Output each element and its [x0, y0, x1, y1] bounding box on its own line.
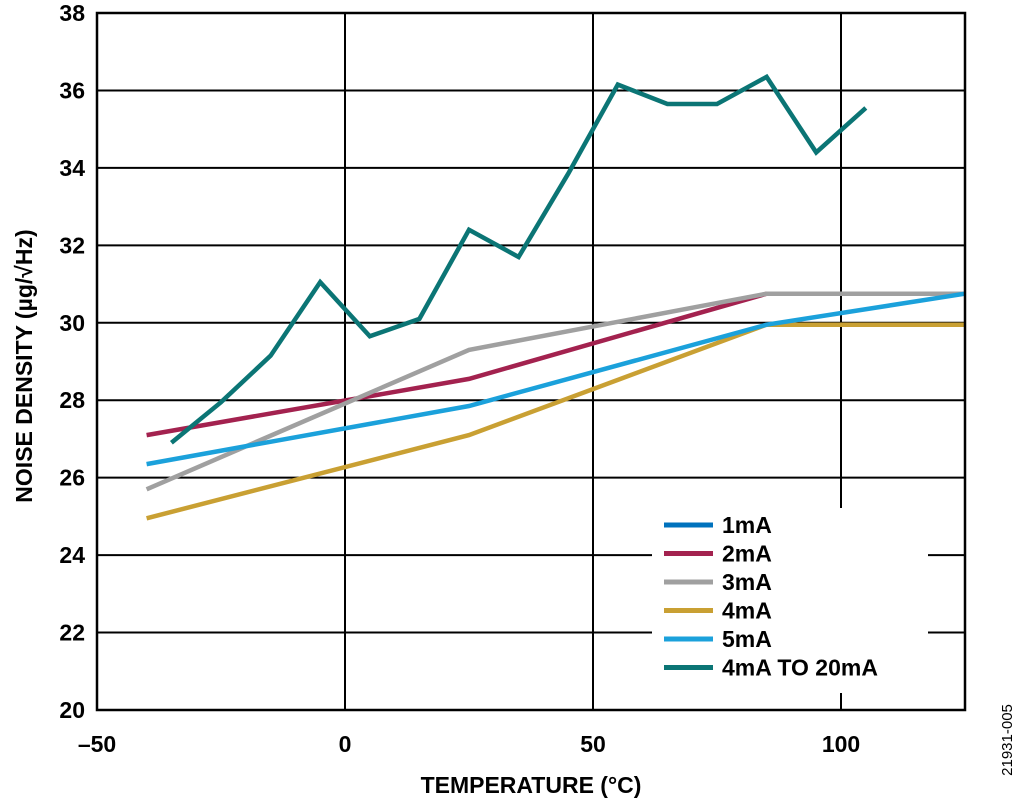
legend-label-3ma: 3mA: [722, 569, 772, 595]
y-tick-label: 28: [59, 387, 85, 413]
y-tick-label: 36: [59, 77, 85, 103]
plot-frame: [95, 11, 967, 712]
y-tick-label: 34: [59, 155, 85, 181]
legend-background: [652, 508, 928, 693]
legend-label-2ma: 2mA: [722, 541, 772, 567]
x-tick-label: 0: [339, 731, 352, 757]
series-line-4ma: [146, 322, 965, 521]
y-axis-title: NOISE DENSITY (µg/√Hz): [11, 229, 37, 502]
figure-id: 21931-005: [999, 704, 1016, 776]
y-tick-label: 38: [59, 0, 85, 26]
x-tick-labels: –50 0 50 100: [78, 731, 860, 757]
legend-label-1ma: 1mA: [722, 512, 772, 538]
y-tick-label: 30: [59, 310, 85, 336]
y-tick-label: 32: [59, 232, 85, 258]
legend-label-4ma-to-20ma: 4mA TO 20mA: [722, 655, 878, 681]
x-axis-title: TEMPERATURE (°C): [421, 772, 642, 798]
legend-label-5ma: 5mA: [722, 626, 772, 652]
legend-label-4ma: 4mA: [722, 598, 772, 624]
y-tick-label: 26: [59, 465, 85, 491]
series-line-5ma: [146, 291, 966, 467]
series-lines: [145, 73, 966, 521]
x-tick-label: 100: [822, 731, 860, 757]
series-line-4ma-to-20ma: [169, 73, 868, 445]
x-tick-label: –50: [78, 731, 116, 757]
y-tick-labels: 20 22 24 26 28 30 32 34 36 38: [59, 0, 85, 723]
y-tick-label: 24: [59, 542, 85, 568]
series-line-3ma: [145, 291, 965, 492]
y-tick-label: 22: [59, 620, 85, 646]
x-tick-label: 50: [580, 731, 606, 757]
y-tick-label: 20: [59, 697, 85, 723]
